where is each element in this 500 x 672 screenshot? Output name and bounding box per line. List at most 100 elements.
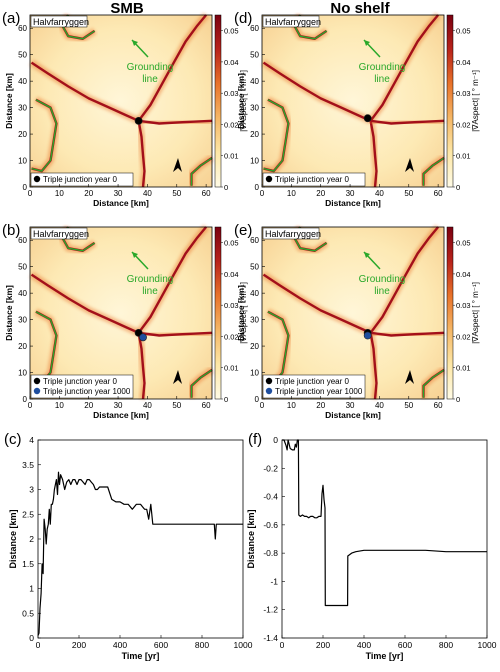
y-tick-label: 30 (250, 104, 259, 113)
x-tick-label: 0 (260, 189, 265, 198)
map-frame (261, 226, 445, 400)
y-axis-label: Distance [km] (4, 73, 14, 129)
x-tick-label: 30 (346, 189, 355, 198)
place-label: Halvfarryggen (265, 17, 321, 27)
x-tick-label: 400 (113, 640, 127, 650)
y-axis-label: Distance [km] (4, 285, 14, 341)
x-tick-label: 20 (316, 189, 325, 198)
ridge-line (138, 119, 213, 125)
x-tick-label: 60 (434, 401, 443, 410)
x-axis-label: Time [yr] (122, 651, 160, 661)
y-tick-label: -0.2 (263, 463, 278, 473)
x-axis-label: Distance [km] (325, 198, 381, 208)
y-tick-label: -0.8 (263, 548, 278, 558)
map-frame (261, 14, 445, 188)
line-chart-c: (c) 0 200 400 600 800 1000 0 0.5 1 1.5 2 2.5 3 3.5 4 Ti… (4, 431, 253, 661)
ridge-line (369, 14, 440, 122)
y-tick-label: 10 (250, 369, 259, 378)
grounding-label-line1: Grounding (359, 274, 406, 285)
y-axis-label: Distance [km] (246, 509, 256, 568)
map-frame (29, 14, 213, 188)
colorbar-label: |∇Aspect| [ ° m⁻¹] (239, 70, 248, 132)
y-tick-label: 0 (29, 633, 34, 643)
y-tick-label: 60 (18, 236, 27, 245)
y-tick-label: 0 (255, 395, 260, 404)
y-tick-label: 30 (18, 316, 27, 325)
y-tick-label: 60 (250, 236, 259, 245)
colorbar-tick-label: 0.01 (456, 364, 471, 373)
legend-box (262, 374, 366, 399)
ridge-line (369, 226, 440, 334)
colorbar-label: |∇Aspect| [ ° m⁻¹] (471, 282, 480, 344)
x-tick-label: 200 (316, 640, 330, 650)
y-tick-label: 0 (23, 183, 28, 192)
x-tick-label: 1000 (478, 640, 497, 650)
x-tick-label: 10 (287, 401, 296, 410)
legend-box (262, 172, 366, 187)
colorbar-tick-label: 0.04 (224, 270, 239, 279)
y-tick-label: 2.5 (22, 509, 34, 519)
x-axis-label: Distance [km] (93, 410, 149, 420)
ridge-line (369, 120, 378, 188)
colorbar-tick-label: 0.04 (456, 58, 471, 67)
colorbar-tick-label: 0.05 (224, 27, 239, 36)
x-tick-label: 10 (287, 189, 296, 198)
legend-marker (33, 175, 41, 183)
y-tick-label: 4 (29, 435, 34, 445)
place-label-box (262, 227, 320, 240)
y-tick-label: 20 (18, 130, 27, 139)
colorbar-tick-label: 0.03 (456, 301, 471, 310)
y-tick-label: 0 (273, 435, 278, 445)
legend-label: Triple junction year 1000 (43, 387, 131, 396)
x-tick-label: 60 (434, 189, 443, 198)
x-tick-label: 10 (55, 401, 64, 410)
y-tick-label: 30 (18, 104, 27, 113)
y-tick-label: -1.2 (263, 605, 278, 615)
colorbar (446, 226, 454, 400)
ridge-line (137, 226, 208, 334)
ridge-line (137, 332, 146, 400)
junction-marker (363, 114, 372, 123)
series-line (282, 439, 487, 607)
x-tick-label: 60 (202, 189, 211, 198)
x-tick-label: 1000 (234, 640, 253, 650)
legend-marker (265, 377, 273, 385)
series-line (37, 471, 243, 636)
grounding-line (422, 157, 445, 186)
y-tick-label: 50 (18, 263, 27, 272)
grounding-label-line1: Grounding (127, 274, 174, 285)
colorbar-tick-label: 0.01 (456, 152, 471, 161)
place-label: Halvfarryggen (33, 17, 89, 27)
ridge-line (138, 331, 213, 337)
north-arrow-icon (173, 158, 182, 172)
colorbar-label: |∇Aspect| [ ° m⁻¹] (239, 282, 248, 344)
grounding-arrow-head (132, 40, 138, 46)
colorbar-label: |∇Aspect| [ ° m⁻¹] (471, 70, 480, 132)
y-tick-label: 60 (250, 24, 259, 33)
panel-label: (b) (2, 222, 20, 239)
grounding-label-line2: line (374, 286, 390, 297)
line-chart-f: (f) 0 200 400 600 800 1000 -1.4 -1.2 -1 -0.8 -0.6 -… (246, 431, 497, 661)
colorbar-tick-label: 0.05 (456, 239, 471, 248)
panel-label: (d) (234, 10, 252, 27)
panel-label: (a) (2, 10, 20, 27)
x-tick-label: 10 (55, 189, 64, 198)
colorbar (446, 14, 454, 188)
x-tick-label: 50 (172, 401, 181, 410)
x-tick-label: 0 (28, 401, 33, 410)
grounding-label-line2: line (374, 74, 390, 85)
place-label-box (262, 15, 320, 28)
x-tick-label: 40 (375, 189, 384, 198)
map-frame (29, 226, 213, 400)
y-axis-label: Distance [km] (8, 509, 18, 568)
x-tick-label: 20 (316, 401, 325, 410)
colorbar-tick-label: 0.03 (224, 89, 239, 98)
grounding-arrow-head (364, 252, 370, 258)
y-tick-label: -0.6 (263, 520, 278, 530)
colorbar-tick-label: 0.02 (456, 332, 471, 341)
grounding-arrow-head (132, 252, 138, 258)
colorbar (214, 14, 222, 188)
x-tick-label: 30 (346, 401, 355, 410)
colorbar-tick-label: 0 (224, 395, 228, 404)
y-tick-label: 40 (250, 77, 259, 86)
